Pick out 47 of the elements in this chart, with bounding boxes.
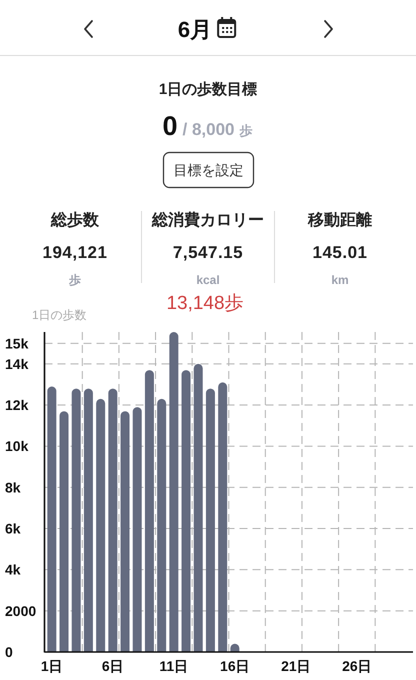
bar <box>132 407 142 652</box>
bar <box>47 386 56 652</box>
x-tick-label: 16日 <box>220 658 250 674</box>
bar <box>60 411 69 652</box>
y-tick-label: 15k <box>5 335 29 352</box>
text: / 8,000 <box>182 120 235 139</box>
bar <box>218 382 228 652</box>
y-tick-label: 12k <box>5 397 29 414</box>
bar <box>108 388 118 652</box>
text: 移動距離 <box>307 211 372 229</box>
text: 13,148歩 <box>166 293 244 314</box>
y-tick-label: 14k <box>5 356 29 372</box>
text: kcal <box>196 273 220 287</box>
y-tick-label: 4k <box>5 562 21 578</box>
x-tick-label: 21日 <box>281 658 311 674</box>
bar <box>206 388 215 652</box>
y-tick-label: 6k <box>5 520 21 537</box>
y-axis-title: 1日の歩数 <box>32 308 87 322</box>
text: 6月 <box>178 17 212 42</box>
bar <box>96 398 106 652</box>
bar <box>120 411 130 652</box>
text: 総歩数 <box>50 211 100 229</box>
text: 145.01 <box>312 243 368 262</box>
text: 194,121 <box>42 243 108 262</box>
text: 歩 <box>238 123 253 138</box>
y-tick-label: 0 <box>5 644 13 660</box>
text: 1日の歩数目標 <box>158 81 258 98</box>
bar <box>144 370 154 652</box>
x-tick-label: 11日 <box>159 658 188 674</box>
y-tick-label: 2000 <box>5 602 36 619</box>
text: km <box>331 273 349 287</box>
text: 総消費カロリー <box>151 211 264 229</box>
x-tick-label: 26日 <box>342 658 372 674</box>
y-tick-label: 8k <box>5 479 21 496</box>
bar <box>157 398 166 652</box>
text: 7,547.15 <box>172 243 244 262</box>
bar <box>84 388 93 652</box>
x-tick-label: 6日 <box>102 658 124 674</box>
bar <box>182 370 191 652</box>
text: 歩 <box>68 273 81 287</box>
bar <box>169 332 178 652</box>
text: 0 <box>162 111 178 141</box>
text: 目標を設定 <box>174 162 244 178</box>
bar <box>72 388 81 652</box>
x-tick-label: 1日 <box>40 658 63 674</box>
y-tick-label: 10k <box>5 438 29 454</box>
bar <box>194 364 203 652</box>
